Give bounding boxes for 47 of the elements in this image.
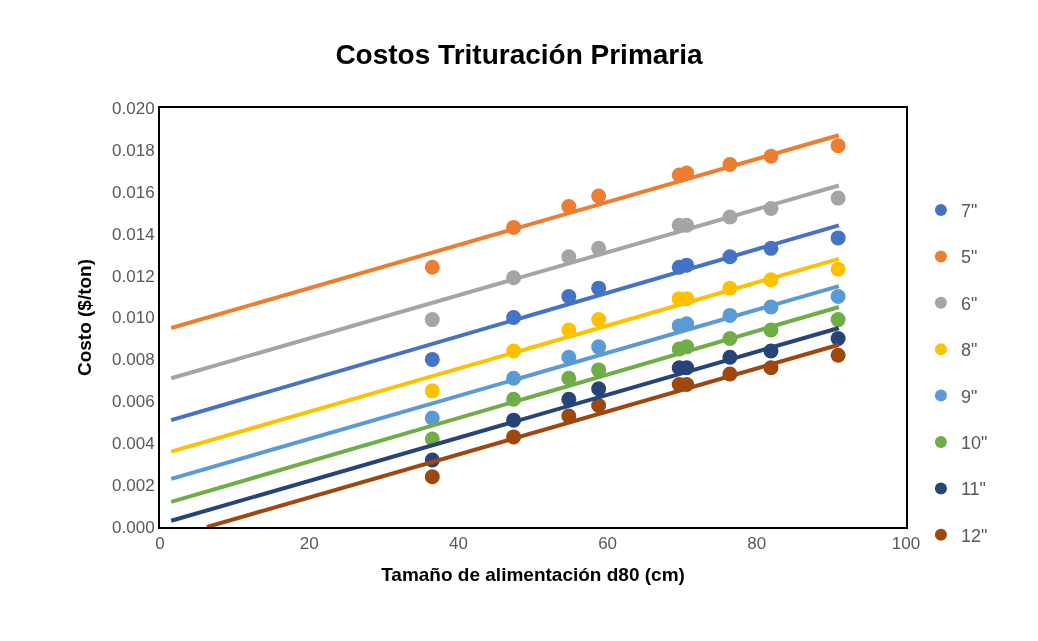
y-tick-label: 0.016 — [112, 182, 155, 202]
y-tick-label: 0.004 — [112, 434, 155, 454]
point — [424, 383, 440, 399]
legend-label: 10" — [960, 433, 988, 454]
legend-label: 12" — [960, 525, 988, 546]
chart-title: Costos Trituración Primaria — [335, 39, 704, 71]
point — [830, 138, 846, 154]
point — [591, 381, 607, 397]
legend-label: 6" — [960, 293, 978, 314]
point — [424, 469, 440, 485]
x-tick-label: 20 — [299, 534, 319, 554]
y-tick-label: 0.006 — [112, 392, 155, 412]
y-tick-label: 0.012 — [112, 266, 155, 286]
y-tick-label: 0.014 — [112, 224, 155, 244]
x-tick-label: 40 — [448, 534, 468, 554]
y-tick-label: 0.018 — [112, 140, 155, 160]
point — [591, 397, 607, 413]
y-axis-title: Costo ($/ton) — [74, 258, 96, 377]
legend-label: 7" — [960, 201, 978, 222]
y-tick-label: 0.008 — [112, 350, 155, 370]
point — [591, 339, 607, 355]
y-tick-label: 0.020 — [112, 98, 155, 118]
point — [591, 188, 607, 204]
legend-label: 11" — [960, 479, 986, 500]
x-tick-label: 0 — [155, 534, 165, 554]
y-tick-label: 0.000 — [112, 517, 155, 537]
point — [830, 289, 846, 305]
x-tick-label: 80 — [747, 534, 767, 554]
point — [830, 330, 846, 346]
y-tick-label: 0.002 — [112, 476, 155, 496]
point — [830, 312, 846, 328]
point — [830, 230, 846, 246]
point — [424, 351, 440, 367]
point — [830, 347, 846, 363]
point — [424, 312, 440, 328]
point — [561, 289, 577, 305]
x-axis-title: Tamaño de alimentación d80 (cm) — [381, 563, 685, 585]
point — [591, 312, 607, 328]
legend-label: 9" — [960, 386, 978, 407]
x-tick-label: 60 — [598, 534, 618, 554]
point — [424, 259, 440, 275]
point — [830, 261, 846, 277]
x-tick-label: 100 — [891, 534, 921, 554]
point — [830, 190, 846, 206]
legend-label: 8" — [960, 340, 978, 361]
legend-label: 5" — [960, 247, 978, 268]
y-tick-label: 0.010 — [112, 308, 155, 328]
